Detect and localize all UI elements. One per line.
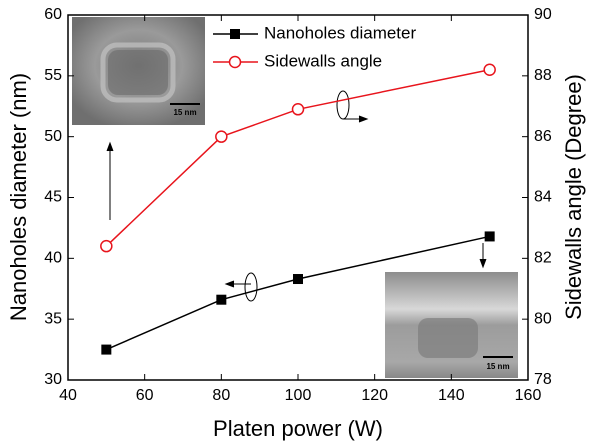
y-axis-label: Nanoholes diameter (nm) (6, 73, 31, 321)
x-tick-label: 60 (136, 387, 154, 404)
y2-tick-label: 82 (534, 250, 552, 267)
arrows (106, 90, 487, 302)
y2-tick-label: 78 (534, 371, 552, 388)
series-line (106, 235, 490, 351)
y2-tick-label: 84 (534, 189, 552, 206)
y-tick-label: 30 (44, 371, 62, 388)
marker (483, 63, 496, 76)
x-tick-label: 80 (212, 387, 230, 404)
y-tick-label: 50 (44, 128, 62, 145)
legend-marker (228, 55, 242, 69)
legend-label: Sidewalls angle (264, 51, 382, 70)
y-tick-label: 60 (44, 6, 62, 23)
marker (215, 130, 228, 143)
x-tick-label: 140 (438, 387, 465, 404)
y-tick-label: 45 (44, 189, 62, 206)
inset-bottom (385, 272, 518, 378)
x-tick-label: 160 (515, 387, 542, 404)
y2-tick-label: 86 (534, 128, 552, 145)
y2-tick-label: 80 (534, 310, 552, 327)
y2-tick-label: 90 (534, 6, 552, 23)
marker (100, 239, 113, 253)
y2-axis-label: Sidewalls angle (Degree) (561, 74, 586, 320)
scale-label: 15 nm (173, 108, 196, 117)
y2-tick-label: 88 (534, 67, 552, 84)
inset-top (72, 17, 205, 125)
x-tick-label: 100 (285, 387, 312, 404)
x-tick-label: 40 (59, 387, 77, 404)
series-line (105, 69, 490, 247)
y-tick-label: 55 (44, 67, 62, 84)
legend-marker (230, 29, 240, 39)
scale-label: 15 nm (486, 362, 509, 371)
legend-label: Nanoholes diameter (264, 23, 416, 42)
y-tick-label: 35 (44, 310, 62, 327)
x-axis-label: Platen power (W) (213, 416, 383, 441)
x-tick-label: 120 (361, 387, 388, 404)
y-tick-label: 40 (44, 250, 62, 267)
marker (293, 274, 303, 285)
marker (484, 231, 495, 242)
marker (216, 294, 227, 305)
marker (101, 344, 112, 355)
marker (291, 103, 305, 116)
